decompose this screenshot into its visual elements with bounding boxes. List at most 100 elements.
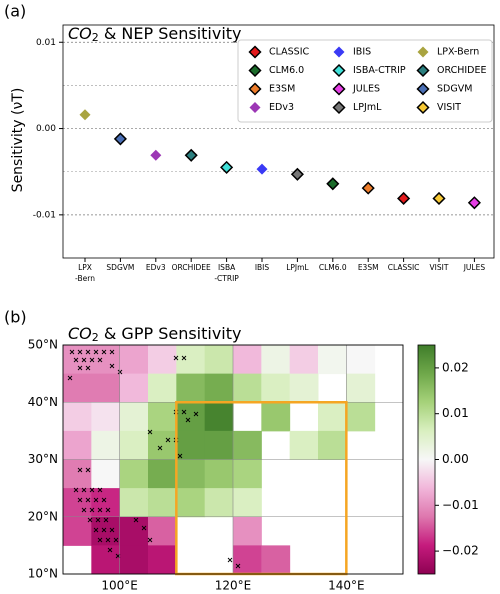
map-cell: [233, 516, 262, 546]
map-cell: [346, 345, 376, 375]
data-point: [432, 191, 446, 206]
hatch: [73, 487, 79, 493]
hatch: [81, 357, 87, 363]
hatch: [97, 357, 103, 363]
hatch: [115, 553, 121, 559]
map-cell: [91, 488, 121, 518]
hatch: [81, 487, 87, 493]
hatch: [67, 375, 73, 381]
map-cell: [119, 345, 149, 375]
hatch: [157, 445, 163, 451]
hatch: [89, 487, 95, 493]
panel-label: (a): [4, 2, 26, 21]
hatch: [85, 365, 91, 371]
y-tick-label: 50°N: [28, 338, 58, 352]
map-cell: [261, 402, 291, 432]
map-cell: [233, 459, 262, 489]
data-point: [467, 196, 481, 210]
hatch: [101, 497, 107, 503]
legend-label: ORCHIDEE: [437, 65, 487, 76]
hatch: [185, 417, 191, 423]
legend-marker: [416, 63, 430, 78]
x-tick-label: ORCHIDEE: [172, 263, 211, 272]
hatch: [141, 525, 147, 531]
legend-marker: [417, 46, 429, 58]
legend-box: [237, 39, 493, 123]
colorbar: [417, 344, 436, 575]
map-cell: [176, 459, 206, 489]
map-cell: [346, 373, 376, 403]
map-cell: [119, 545, 149, 575]
map-cell: [63, 430, 92, 460]
map-cell: [204, 459, 234, 489]
y-axis-label: Sensitivity (νT): [10, 88, 26, 193]
map-cell: [261, 345, 291, 375]
x-tick-label: 120°E: [215, 579, 252, 593]
map-cell: [176, 345, 206, 375]
hatch: [173, 355, 179, 361]
hatch: [77, 497, 83, 503]
data-point: [290, 167, 304, 181]
legend-label: JULES: [352, 84, 380, 95]
map-cell: [91, 430, 121, 460]
hatch: [97, 487, 103, 493]
title-part: CO: [68, 324, 92, 343]
legend-marker: [248, 45, 262, 59]
map-cell: [119, 373, 149, 403]
title-part: 2: [92, 31, 99, 44]
legend-label: IBIS: [353, 47, 371, 58]
map-cell: [261, 545, 291, 575]
x-tick-label: 100°E: [101, 579, 138, 593]
map-cell: [148, 430, 177, 460]
legend-label: CLM6.0: [269, 65, 304, 76]
map-cell: [261, 373, 291, 403]
hatch: [165, 437, 171, 443]
legend-label: SDGVM: [437, 84, 472, 95]
map-cell: [91, 402, 121, 432]
panel-label: (b): [4, 308, 27, 327]
y-tick-label: 0.00: [36, 124, 56, 134]
y-tick-label: 30°N: [28, 452, 58, 466]
map-cell: [148, 488, 177, 518]
map-cell: [233, 373, 262, 403]
map-cell: [176, 488, 206, 518]
legend-marker: [248, 63, 262, 78]
hatch: [93, 527, 99, 533]
x-tick-label: JULES: [463, 263, 486, 272]
map-cell: [318, 345, 347, 375]
legend-marker: [249, 102, 261, 113]
hatch: [133, 517, 139, 523]
hatch: [105, 507, 111, 513]
y-tick-label: 10°N: [28, 567, 58, 581]
y-tick-label: 20°N: [28, 509, 58, 523]
y-tick-label: -0.01: [33, 210, 56, 220]
map-cell: [91, 373, 121, 403]
x-tick-label: IBIS: [255, 263, 270, 272]
x-tick-label: EDv3: [146, 263, 166, 272]
hatch: [77, 365, 83, 371]
x-tick-label: SDGVM: [106, 263, 134, 272]
legend-marker: [416, 100, 430, 115]
map-cell: [233, 345, 262, 375]
hatch: [95, 517, 101, 523]
title-part: 2: [92, 331, 99, 344]
hatch: [113, 537, 119, 543]
map-cell: [204, 402, 234, 432]
legend-label: EDv3: [269, 102, 294, 113]
x-tick-label: CLASSIC: [388, 263, 420, 272]
map-cell: [148, 402, 177, 432]
x-tick-label: 140°E: [328, 579, 365, 593]
hatch: [85, 349, 91, 355]
map-cell: [204, 373, 234, 403]
colorbar-tick-label: −0.01: [442, 498, 479, 512]
map-cell: [63, 402, 92, 432]
hatch: [77, 467, 83, 473]
legend-label: LPX-Bern: [437, 47, 479, 58]
data-point: [150, 149, 162, 161]
legend-label: LPJmL: [353, 102, 382, 113]
colorbar-tick-label: 0.01: [442, 406, 469, 420]
x-tick-label: ISBA -CTRIP: [214, 263, 239, 283]
legend-label: ISBA-CTRIP: [353, 65, 406, 76]
map-cell: [176, 373, 206, 403]
hatch: [101, 527, 107, 533]
